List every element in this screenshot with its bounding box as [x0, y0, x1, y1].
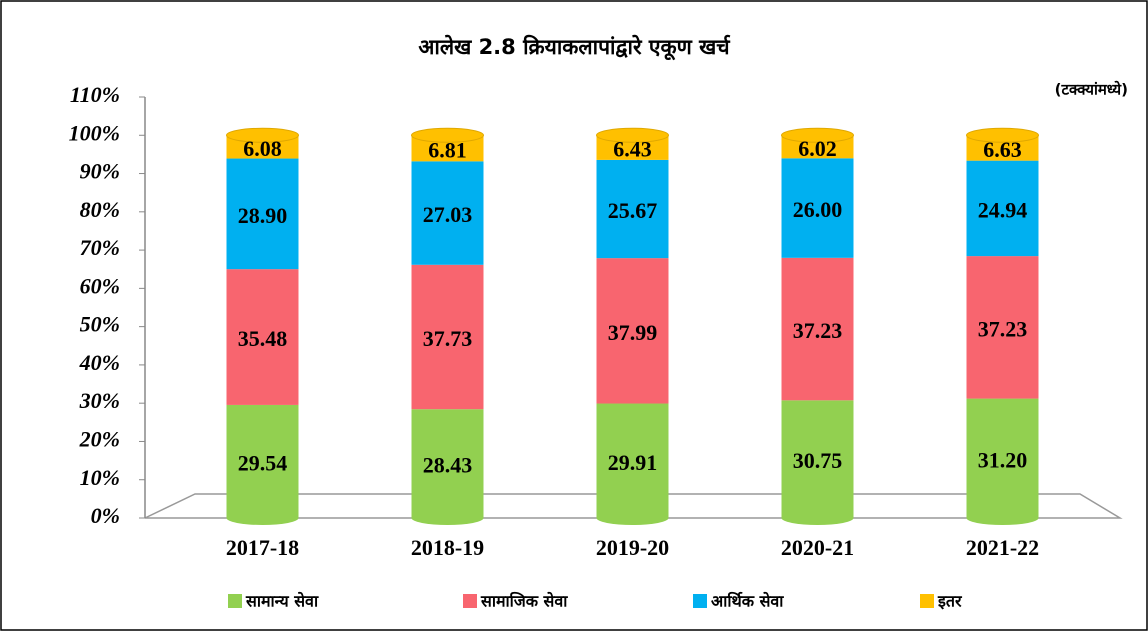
- x-tick-label: 2019-20: [596, 535, 669, 560]
- data-label: 29.54: [238, 451, 288, 476]
- data-label: 24.94: [978, 197, 1028, 222]
- bar-segment: [226, 158, 299, 270]
- y-tick-label: 50%: [80, 312, 120, 337]
- data-label: 37.73: [423, 326, 473, 351]
- legend-label: आर्थिक सेवा: [711, 592, 784, 611]
- legend-label: सामाजिक सेवा: [480, 592, 568, 611]
- data-label: 28.43: [423, 453, 473, 478]
- data-label: 6.81: [428, 137, 467, 162]
- bar-segment: [966, 160, 1039, 257]
- y-tick-label: 100%: [69, 120, 120, 145]
- data-label: 26.00: [793, 197, 843, 222]
- y-tick-label: 110%: [70, 82, 120, 107]
- data-label: 37.99: [608, 320, 658, 345]
- y-tick-label: 10%: [80, 465, 120, 490]
- bar-segment: [226, 404, 299, 518]
- bar-segment: [781, 400, 854, 518]
- bar-cap: [226, 127, 299, 143]
- bar-cap: [966, 127, 1039, 143]
- x-tick-label: 2021-22: [966, 535, 1039, 560]
- bar-cap: [781, 127, 854, 143]
- data-label: 25.67: [608, 198, 658, 223]
- data-label: 6.08: [243, 136, 282, 161]
- bar-segment: [781, 158, 854, 258]
- chart-title: आलेख 2.8 क्रियाकलापांद्वारे एकूण खर्च: [418, 34, 731, 61]
- bar-segment: [966, 256, 1039, 399]
- y-tick-label: 20%: [79, 427, 120, 452]
- data-label: 30.75: [793, 448, 843, 473]
- y-tick-label: 30%: [79, 388, 120, 413]
- y-tick-label: 70%: [80, 235, 120, 260]
- y-tick-label: 80%: [80, 197, 120, 222]
- legend-label: इतर: [937, 592, 963, 611]
- data-label: 6.63: [983, 137, 1022, 162]
- bar-segment: [411, 161, 484, 265]
- data-label: 6.43: [613, 137, 652, 162]
- x-tick-label: 2017-18: [226, 535, 299, 560]
- data-label: 31.20: [978, 447, 1028, 472]
- data-label: 37.23: [793, 318, 843, 343]
- bar-segment: [596, 403, 669, 518]
- y-tick-label: 90%: [80, 159, 120, 184]
- bar-segment: [226, 269, 299, 405]
- legend-swatch: [228, 594, 242, 608]
- data-label: 37.23: [978, 316, 1028, 341]
- legend-swatch: [463, 594, 477, 608]
- x-tick-label: 2020-21: [781, 535, 854, 560]
- x-tick-label: 2018-19: [411, 535, 484, 560]
- legend-swatch: [920, 594, 934, 608]
- bar-cap: [596, 127, 669, 143]
- bar-segment: [411, 409, 484, 518]
- data-label: 28.90: [238, 203, 288, 228]
- y-tick-label: 0%: [91, 503, 120, 528]
- data-label: 27.03: [423, 202, 473, 227]
- legend-swatch: [693, 594, 707, 608]
- bar-segment: [411, 264, 484, 410]
- legend-label: सामान्य सेवा: [245, 592, 319, 611]
- data-label: 6.02: [798, 136, 837, 161]
- bar-cap: [411, 127, 484, 143]
- data-label: 35.48: [238, 326, 288, 351]
- bar-segment: [781, 257, 854, 401]
- bar-segment: [966, 398, 1039, 518]
- y-tick-label: 40%: [79, 350, 120, 375]
- bar-segment: [596, 159, 669, 259]
- data-label: 29.91: [608, 450, 658, 475]
- y-tick-label: 60%: [80, 273, 120, 298]
- bar-segment: [596, 258, 669, 404]
- chart-subtitle: (टक्क्यांमध्ये): [1055, 81, 1128, 99]
